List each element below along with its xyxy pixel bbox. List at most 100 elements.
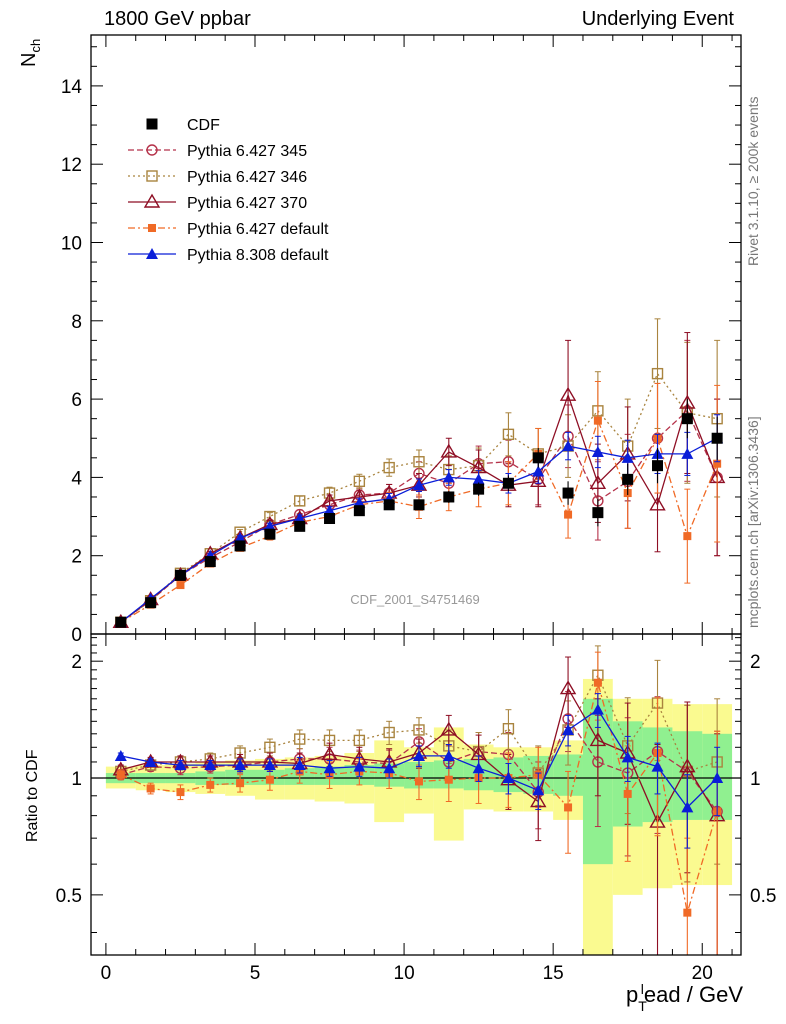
y-tick-label: 6 xyxy=(71,390,82,411)
x-tick-label: 0 xyxy=(101,963,112,984)
data-point xyxy=(204,556,216,568)
data-point xyxy=(264,528,276,540)
data-point xyxy=(234,532,247,544)
data-point xyxy=(116,770,125,779)
data-point xyxy=(589,474,607,489)
data-point xyxy=(440,443,458,458)
data-point xyxy=(530,472,547,488)
data-point xyxy=(651,760,664,772)
legend-label: Pythia 6.427 346 xyxy=(187,169,307,186)
data-point xyxy=(146,784,155,793)
data-point xyxy=(442,471,455,483)
data-point xyxy=(532,452,544,464)
series-line xyxy=(120,372,718,623)
data-point xyxy=(204,759,217,771)
series-line xyxy=(120,673,718,775)
legend-item: Pythia 6.427 default xyxy=(128,221,329,238)
data-point xyxy=(622,473,634,485)
y-tick-label: 0 xyxy=(71,625,82,646)
legend: CDF Pythia 6.427 345 Pythia 6.427 346 Pythi… xyxy=(128,117,329,264)
header-left-label: 1800 GeV ppbar xyxy=(104,8,251,30)
data-point xyxy=(562,487,574,499)
x-tick-label: 15 xyxy=(543,963,564,984)
main-y-axis-label: Nch xyxy=(18,39,43,67)
data-point xyxy=(412,479,425,491)
rivet-version-label: Rivet 3.1.10, ≥ 200k events xyxy=(745,96,761,266)
data-point xyxy=(263,520,276,532)
data-point xyxy=(264,741,276,753)
legend-item: Pythia 6.427 345 xyxy=(128,143,307,160)
data-point xyxy=(564,510,573,519)
data-point xyxy=(502,722,515,735)
data-point xyxy=(711,432,723,444)
legend-marker xyxy=(146,170,158,182)
data-point xyxy=(532,465,545,477)
data-point xyxy=(589,732,607,747)
legend-marker xyxy=(146,144,158,156)
data-point xyxy=(353,760,366,772)
y-tick-label: 10 xyxy=(61,233,82,254)
data-point xyxy=(444,775,453,784)
legend-marker xyxy=(146,248,158,259)
data-point xyxy=(176,581,185,590)
ratio-y-tick-label: 1 xyxy=(71,769,82,790)
data-point xyxy=(383,726,395,739)
x-tick-label: 10 xyxy=(394,963,415,984)
legend-label: Pythia 6.427 default xyxy=(187,221,329,238)
ratio-frame xyxy=(90,633,742,956)
data-point xyxy=(681,801,694,813)
series-cdf xyxy=(115,399,723,628)
data-point xyxy=(502,428,515,441)
data-point xyxy=(294,733,306,745)
data-point xyxy=(651,367,664,380)
data-point xyxy=(115,616,127,628)
ratio-y-axis-label: Ratio to CDF xyxy=(24,749,41,842)
data-point xyxy=(321,746,338,761)
data-point xyxy=(593,416,602,425)
data-point xyxy=(353,734,366,747)
data-point xyxy=(591,703,604,715)
data-point xyxy=(294,520,306,532)
data-point xyxy=(472,473,485,485)
y-tick-label: 12 xyxy=(61,155,82,176)
data-point xyxy=(414,777,423,786)
data-point xyxy=(114,749,127,761)
data-point xyxy=(649,496,666,511)
ratio-y-tick-label: 2 xyxy=(71,652,82,673)
data-point xyxy=(234,759,247,771)
legend-marker xyxy=(143,193,161,208)
legend-label: CDF xyxy=(187,117,220,134)
data-point xyxy=(353,475,366,488)
data-point xyxy=(413,499,425,511)
data-point xyxy=(383,762,396,774)
series-pythia-8-308-default xyxy=(114,693,724,849)
data-point xyxy=(502,772,515,784)
ratio-y-tick-label: 2 xyxy=(750,652,761,673)
data-point xyxy=(174,569,186,581)
data-point xyxy=(323,762,336,774)
data-point xyxy=(144,755,157,767)
data-point xyxy=(145,597,157,609)
data-point xyxy=(532,784,545,796)
data-point xyxy=(413,456,425,468)
ratio-y-tick-label: 1 xyxy=(750,769,761,790)
ratio-y-tick-label: 0.5 xyxy=(56,886,82,907)
data-point xyxy=(472,762,485,774)
data-point xyxy=(502,477,514,489)
data-point xyxy=(592,507,604,519)
y-tick-label: 4 xyxy=(71,468,82,489)
legend-label: Pythia 6.427 370 xyxy=(187,195,307,212)
data-point xyxy=(623,789,632,798)
y-tick-label: 8 xyxy=(71,312,82,333)
legend-item: Pythia 8.308 default xyxy=(128,247,329,264)
data-point xyxy=(621,751,634,763)
data-point xyxy=(383,461,395,474)
data-point xyxy=(564,803,573,812)
data-point xyxy=(652,460,664,472)
data-point xyxy=(353,505,365,517)
data-point xyxy=(593,678,602,687)
data-point xyxy=(263,759,276,771)
main-plot xyxy=(112,318,726,628)
